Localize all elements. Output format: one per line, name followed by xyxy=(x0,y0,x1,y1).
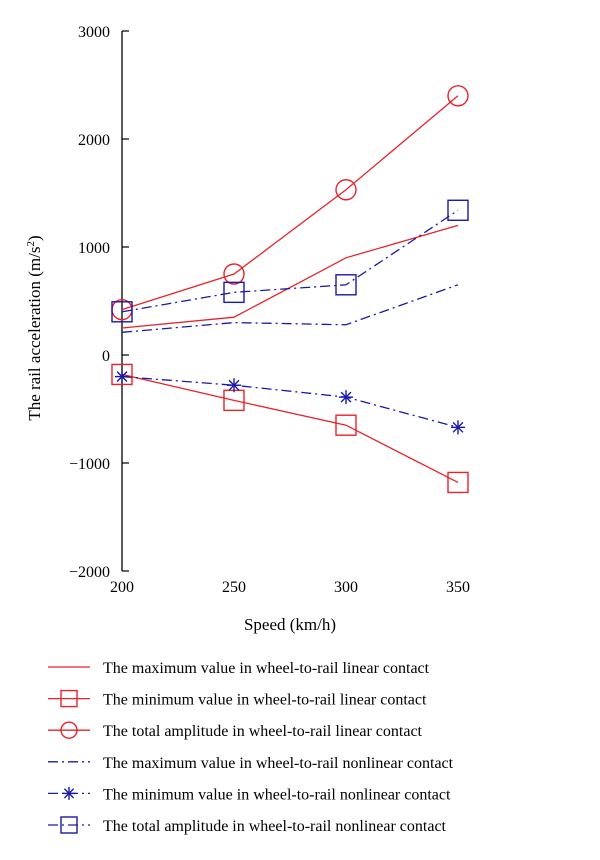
series-line xyxy=(121,375,459,428)
y-tick-label: −1000 xyxy=(69,456,110,473)
legend: The maximum value in wheel-to-rail linea… xyxy=(48,660,454,835)
star-stroke xyxy=(228,379,240,391)
y-axis-title: The rail acceleration (m/s2) xyxy=(25,235,44,420)
legend-item: The minimum value in wheel-to-rail nonli… xyxy=(48,786,451,803)
data-point xyxy=(111,363,133,386)
star-stroke xyxy=(340,391,352,403)
series-2 xyxy=(111,363,469,494)
series-line xyxy=(121,95,459,311)
data-point xyxy=(447,471,469,494)
data-point xyxy=(111,301,133,323)
data-point xyxy=(335,274,357,296)
legend-swatch-marker xyxy=(60,721,78,739)
x-tick-label: 300 xyxy=(334,579,358,596)
legend-item: The maximum value in wheel-to-rail nonli… xyxy=(48,755,454,772)
data-point xyxy=(451,420,465,435)
legend-label: The maximum value in wheel-to-rail linea… xyxy=(103,660,430,677)
series-line xyxy=(121,224,459,329)
star-stroke xyxy=(116,371,128,383)
y-tick-label: 3000 xyxy=(78,24,110,41)
x-tick-label: 200 xyxy=(110,579,134,596)
data-point xyxy=(335,179,357,201)
legend-item: The minimum value in wheel-to-rail linea… xyxy=(48,689,427,709)
series-3 xyxy=(111,85,469,321)
series-5 xyxy=(115,369,465,435)
legend-label: The maximum value in wheel-to-rail nonli… xyxy=(103,755,454,772)
y-tick-label: −2000 xyxy=(69,564,110,581)
legend-label: The total amplitude in wheel-to-rail non… xyxy=(103,818,447,835)
series-line xyxy=(121,373,459,484)
data-point xyxy=(447,85,469,107)
legend-item: The maximum value in wheel-to-rail linea… xyxy=(48,660,430,677)
x-tick-label: 250 xyxy=(222,579,246,596)
legend-item: The total amplitude in wheel-to-rail non… xyxy=(48,816,447,835)
legend-label: The minimum value in wheel-to-rail linea… xyxy=(103,692,427,709)
series-4 xyxy=(121,284,459,333)
star-stroke xyxy=(452,421,464,433)
x-axis-title: Speed (km/h) xyxy=(244,615,336,634)
star-stroke xyxy=(63,788,75,799)
series-6 xyxy=(111,199,469,323)
y-tick-label: 1000 xyxy=(78,240,110,257)
data-point xyxy=(227,378,241,393)
y-tick-label: 0 xyxy=(102,348,110,365)
legend-swatch-marker xyxy=(62,786,76,800)
legend-item: The total amplitude in wheel-to-rail lin… xyxy=(48,721,423,740)
data-point xyxy=(447,199,469,221)
y-axis-title-sup: 2 xyxy=(25,241,37,247)
legend-swatch-marker xyxy=(60,689,78,708)
legend-label: The total amplitude in wheel-to-rail lin… xyxy=(103,723,423,740)
series-line xyxy=(121,284,459,333)
legend-swatch-marker xyxy=(60,816,78,834)
data-point xyxy=(223,263,245,285)
data-point xyxy=(339,390,353,405)
series-line xyxy=(121,209,459,313)
legend-label: The minimum value in wheel-to-rail nonli… xyxy=(103,786,451,803)
series-1 xyxy=(121,224,459,329)
data-point xyxy=(115,369,129,384)
data-point xyxy=(335,414,357,436)
series-layer xyxy=(111,85,469,494)
data-point xyxy=(223,281,245,304)
y-tick-label: 2000 xyxy=(78,132,110,149)
x-tick-label: 350 xyxy=(446,579,470,596)
